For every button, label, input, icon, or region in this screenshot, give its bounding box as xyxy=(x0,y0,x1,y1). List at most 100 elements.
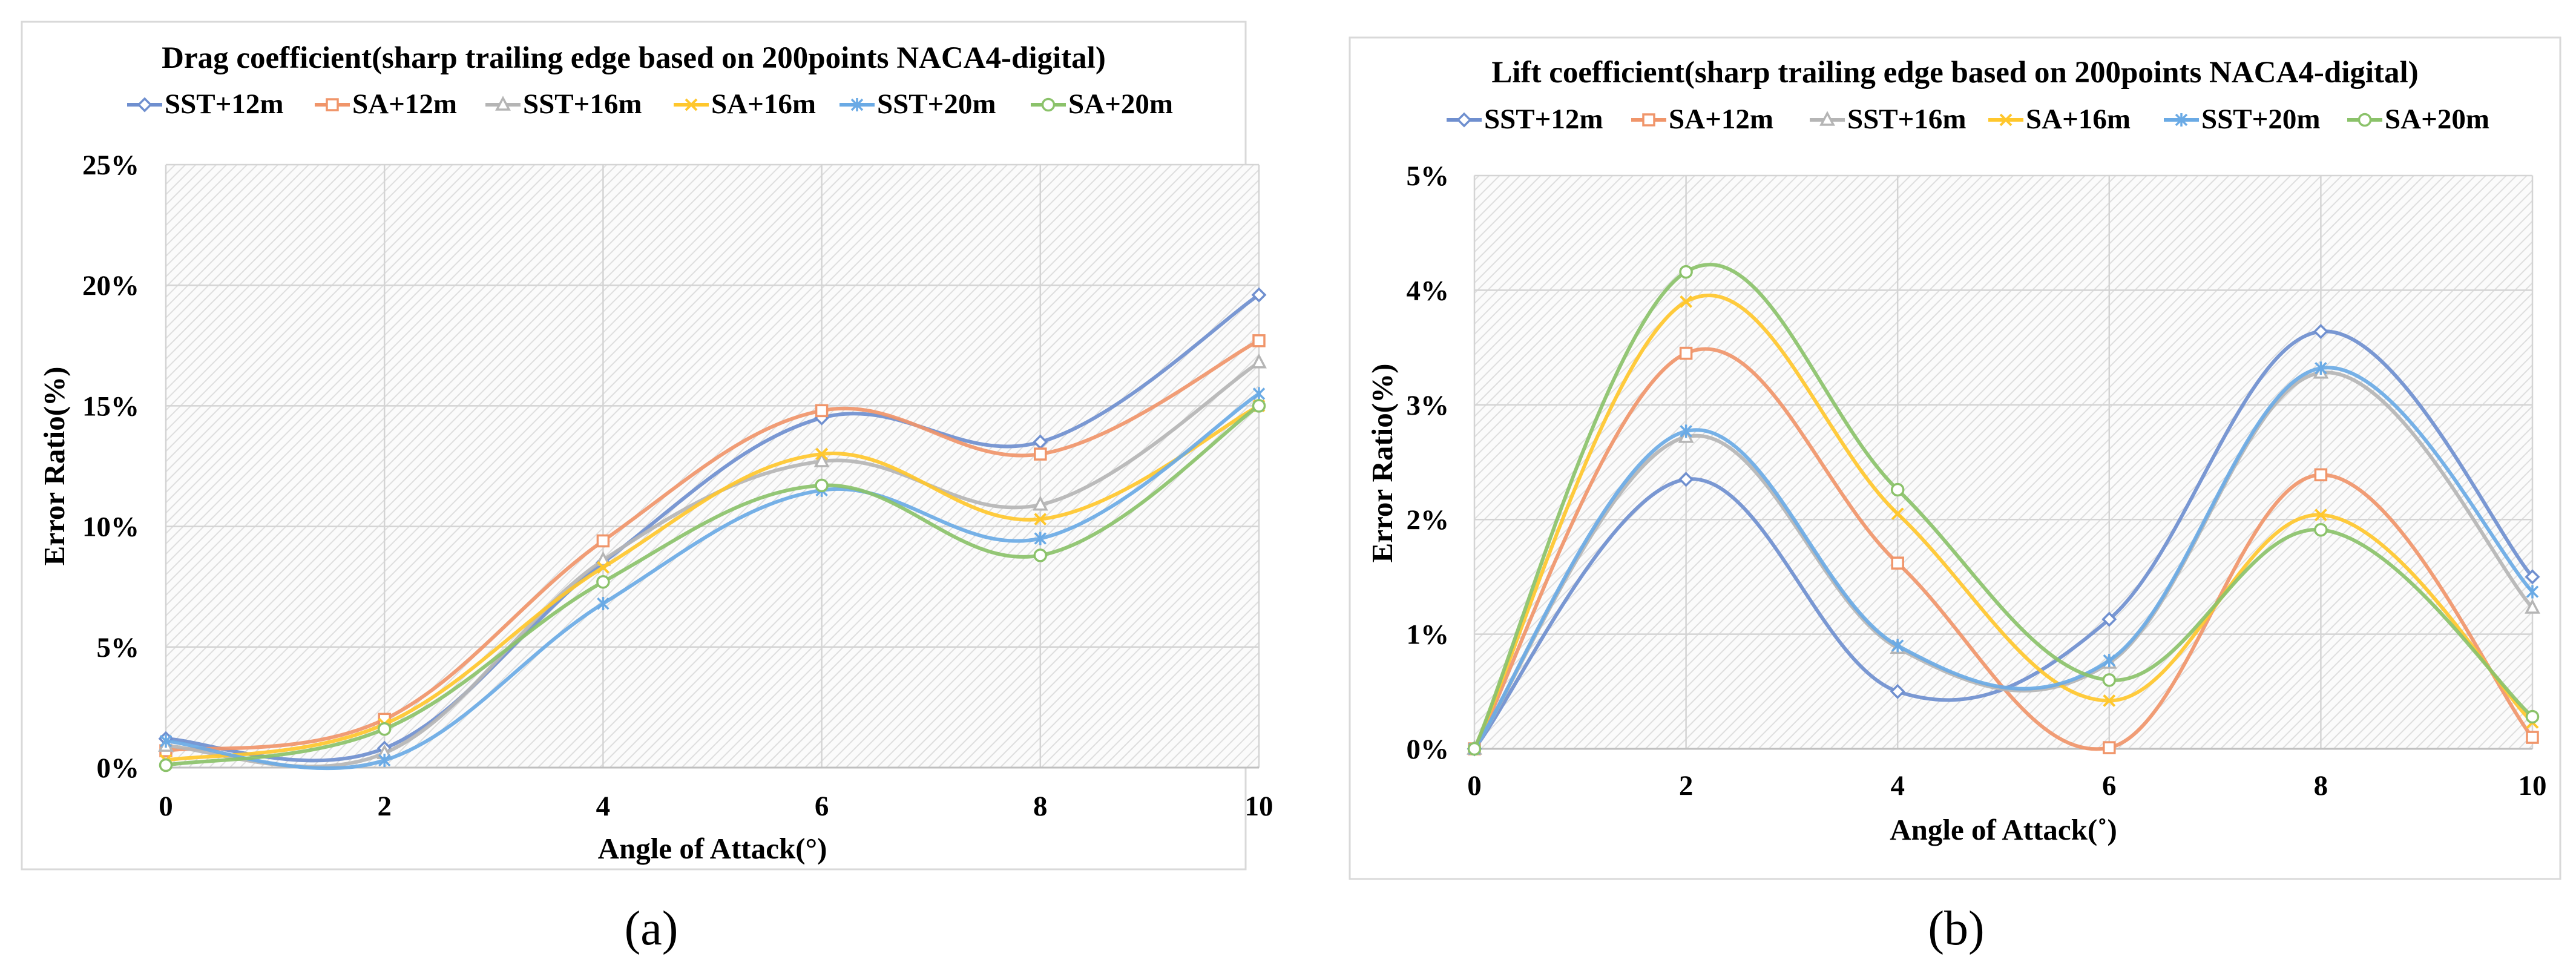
data-point xyxy=(815,478,829,493)
data-point xyxy=(1252,399,1266,413)
legend-marker xyxy=(326,98,339,111)
data-point xyxy=(2103,654,2116,668)
legend-label: SST+16m xyxy=(523,88,642,120)
data-point xyxy=(1252,387,1266,401)
series-line xyxy=(164,404,1261,768)
legend-item: SA+20m xyxy=(1031,88,1173,120)
legend-item: SST+20m xyxy=(2164,104,2321,135)
data-point xyxy=(1251,353,1267,369)
legend-label: SA+12m xyxy=(352,88,457,120)
legend-item: SA+12m xyxy=(315,88,457,120)
series-SA+20m xyxy=(159,399,1266,772)
chart-a: Drag coefficient(sharp trailing edge bas… xyxy=(21,21,1273,871)
data-point xyxy=(1034,513,1047,526)
series-line xyxy=(1473,366,2534,751)
x-tick-label: 8 xyxy=(1033,791,1048,822)
legend-label: SA+20m xyxy=(1068,88,1173,120)
legend-marker xyxy=(2175,113,2188,127)
data-point xyxy=(1891,556,1904,570)
legend-item: SA+12m xyxy=(1631,104,1773,135)
x-tick-label: 2 xyxy=(377,791,392,822)
y-tick-label: 10% xyxy=(82,512,139,543)
legend-label: SA+16m xyxy=(711,88,816,120)
legend-marker xyxy=(1041,97,1056,112)
data-point xyxy=(1890,482,1905,497)
data-point xyxy=(815,447,829,461)
data-point xyxy=(597,597,610,611)
series-line xyxy=(1473,347,2534,751)
y-tick-label: 4% xyxy=(1407,275,1450,306)
y-axis-title: Error Ratio(%) xyxy=(38,367,71,566)
data-point xyxy=(813,452,830,467)
data-point xyxy=(159,734,172,748)
legend-marker xyxy=(137,97,153,113)
y-tick-label: 20% xyxy=(82,270,139,301)
series-line xyxy=(164,338,1261,753)
chart-title: Drag coefficient(sharp trailing edge bas… xyxy=(162,41,1106,75)
data-point xyxy=(159,758,173,772)
legend-marker xyxy=(850,98,864,111)
data-point xyxy=(2526,731,2539,744)
legend-label: SA+16m xyxy=(2026,104,2131,135)
legend-item: SA+20m xyxy=(2347,104,2489,135)
data-point xyxy=(2313,324,2328,340)
series-line xyxy=(1473,263,2534,751)
data-point xyxy=(2525,599,2540,614)
legend-marker xyxy=(685,98,698,111)
data-point xyxy=(378,754,391,768)
legend-label: SST+12m xyxy=(1484,104,1603,135)
data-point xyxy=(2525,569,2540,585)
x-tick-label: 10 xyxy=(2518,770,2547,801)
legend-label: SST+12m xyxy=(165,88,284,120)
x-tick-label: 0 xyxy=(1467,770,1482,801)
x-axis-title: Angle of Attack(˚) xyxy=(1890,813,2117,846)
data-point xyxy=(1679,265,1693,279)
y-tick-label: 2% xyxy=(1407,504,1450,536)
data-point xyxy=(1680,424,1692,438)
legend-marker xyxy=(1456,112,1472,128)
data-point xyxy=(1252,334,1266,347)
data-point xyxy=(1679,346,1693,360)
legend-item: SA+16m xyxy=(674,88,816,120)
x-axis-title: Angle of Attack(°) xyxy=(598,832,827,865)
legend-item: SA+16m xyxy=(1988,104,2131,135)
data-point xyxy=(377,722,392,736)
y-axis-title: Error Ratio(%) xyxy=(1365,364,1399,563)
data-point xyxy=(2315,361,2327,375)
series-SA+20m xyxy=(1467,263,2540,756)
legend-label: SST+16m xyxy=(1847,104,1966,135)
legend-marker xyxy=(1642,113,1655,127)
data-point xyxy=(1033,548,1048,562)
x-tick-label: 4 xyxy=(596,791,611,822)
x-tick-label: 6 xyxy=(815,791,829,822)
series-line xyxy=(1473,370,2534,751)
data-point xyxy=(1034,447,1047,461)
legend: SST+12m SA+12m SST+16m SA+16m SST+20m SA+20m xyxy=(127,88,1173,120)
y-tick-label: 5% xyxy=(1407,160,1450,192)
data-point xyxy=(2103,694,2116,707)
data-point xyxy=(1251,287,1267,303)
data-point xyxy=(2525,709,2540,724)
data-point xyxy=(2101,611,2117,627)
data-point xyxy=(596,534,610,548)
series-SA+16m xyxy=(1468,294,2539,755)
data-point xyxy=(1032,495,1048,511)
legend-label: SST+20m xyxy=(877,88,996,120)
data-point xyxy=(1891,639,1904,653)
data-point xyxy=(2314,468,2328,482)
legend-item: SST+16m xyxy=(485,88,642,120)
legend-item: SST+12m xyxy=(1447,104,1603,135)
figure-caption: (a) xyxy=(625,902,678,955)
y-tick-label: 0% xyxy=(1407,734,1450,765)
chart-title: Lift coefficient(sharp trailing edge bas… xyxy=(1491,56,2418,90)
data-point xyxy=(1891,507,1904,521)
series-line xyxy=(164,293,1261,763)
y-tick-label: 3% xyxy=(1407,390,1450,421)
data-point xyxy=(2102,673,2117,687)
data-point xyxy=(2314,522,2328,537)
chart-b: Lift coefficient(sharp trailing edge bas… xyxy=(1349,36,2561,880)
data-point xyxy=(595,551,611,567)
data-point xyxy=(1467,742,1482,756)
legend-item: SST+20m xyxy=(840,88,996,120)
